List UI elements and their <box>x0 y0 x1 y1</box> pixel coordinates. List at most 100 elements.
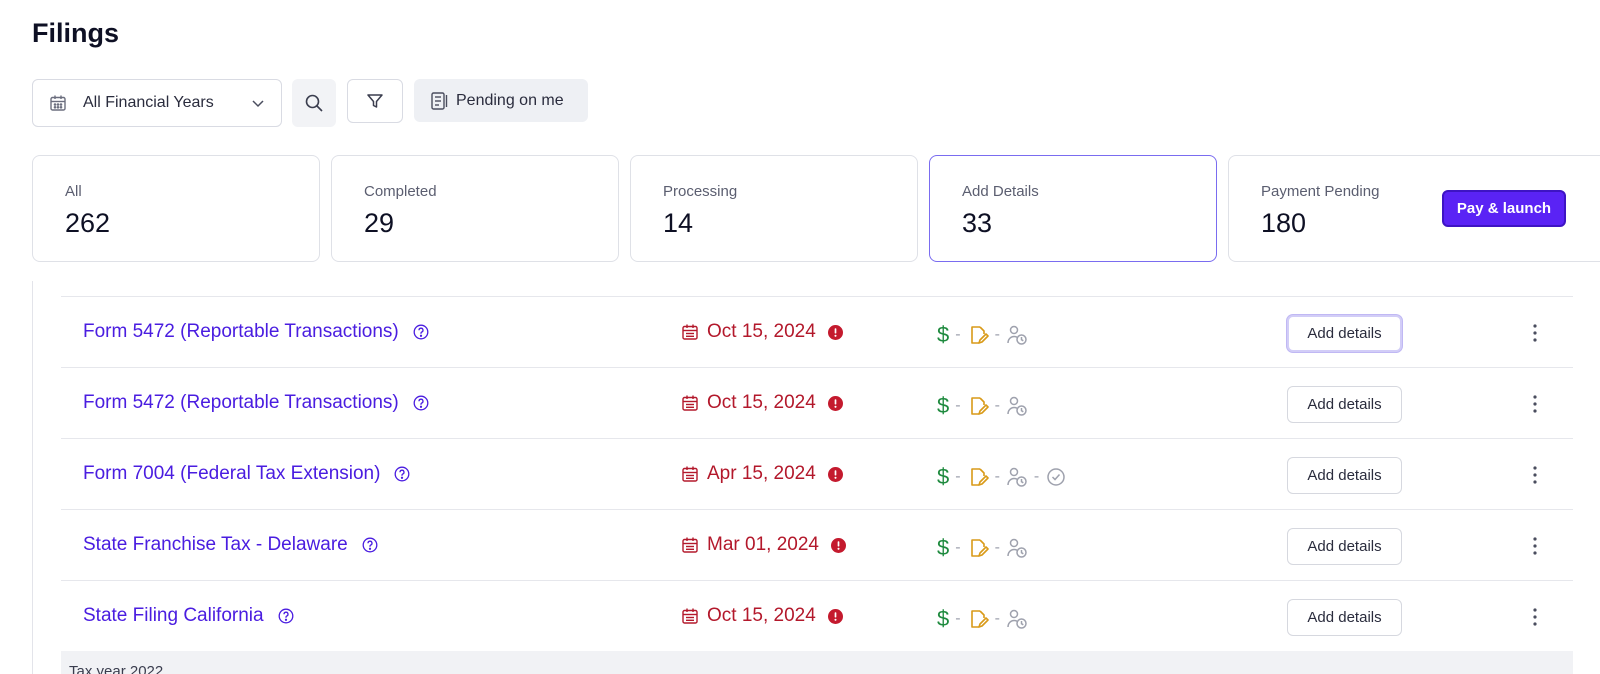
due-date-value: Apr 15, 2024 <box>707 463 816 484</box>
alert-icon <box>830 537 846 553</box>
table-row: Form 5472 (Reportable Transactions) Oct … <box>61 296 1573 367</box>
due-date: Oct 15, 2024 <box>681 605 843 627</box>
calendar-icon <box>682 395 698 411</box>
due-date-value: Oct 15, 2024 <box>707 321 816 342</box>
due-date: Oct 15, 2024 <box>681 392 843 414</box>
user-clock-icon <box>1007 467 1027 487</box>
stat-value: 29 <box>364 208 395 238</box>
add-details-button[interactable]: Add details <box>1287 599 1402 636</box>
pending-on-me-button[interactable]: Pending on me <box>414 79 588 122</box>
filing-name: State Franchise Tax - Delaware <box>83 534 348 555</box>
alert-icon <box>827 324 843 340</box>
due-date-value: Oct 15, 2024 <box>707 605 816 626</box>
document-edit-icon <box>970 397 989 415</box>
document-edit-icon <box>970 539 989 557</box>
due-date-value: Oct 15, 2024 <box>707 392 816 413</box>
stat-value: 262 <box>65 208 111 238</box>
help-icon[interactable] <box>413 324 429 340</box>
payment-status-icon: $ <box>937 606 950 631</box>
step-separator: - <box>994 468 1000 485</box>
stat-card-all[interactable]: All 262 <box>32 155 320 262</box>
due-date: Oct 15, 2024 <box>681 321 843 343</box>
payment-status-icon: $ <box>937 393 950 418</box>
table-row: State Filing California Oct 15, 2024 $ -… <box>61 580 1573 651</box>
filing-name-link[interactable]: Form 5472 (Reportable Transactions) <box>83 392 429 414</box>
add-details-button[interactable]: Add details <box>1287 528 1402 565</box>
document-edit-icon <box>970 610 989 628</box>
step-separator: - <box>994 539 1000 556</box>
alert-icon <box>827 395 843 411</box>
stat-label: Payment Pending <box>1261 183 1380 200</box>
due-date: Mar 01, 2024 <box>681 534 846 556</box>
more-vertical-icon[interactable] <box>1529 532 1541 560</box>
calendar-icon <box>682 466 698 482</box>
pending-on-me-label: Pending on me <box>456 91 564 109</box>
step-separator: - <box>994 610 1000 627</box>
page-title: Filings <box>32 18 119 48</box>
add-details-button[interactable]: Add details <box>1287 315 1402 352</box>
step-separator: - <box>1033 468 1040 485</box>
filter-button[interactable] <box>347 79 403 123</box>
stat-value: 14 <box>663 208 694 238</box>
filings-table: Form 5472 (Reportable Transactions) Oct … <box>32 281 1600 674</box>
filing-status-steps: $ - - <box>937 322 1028 348</box>
more-vertical-icon[interactable] <box>1529 461 1541 489</box>
stat-label: Processing <box>663 183 738 200</box>
filings-rows: Form 5472 (Reportable Transactions) Oct … <box>61 296 1573 651</box>
due-date-value: Mar 01, 2024 <box>707 534 819 555</box>
user-clock-icon <box>1007 325 1027 345</box>
step-separator: - <box>994 397 1000 414</box>
user-clock-icon <box>1007 396 1027 416</box>
add-details-button[interactable]: Add details <box>1287 457 1402 494</box>
payment-status-icon: $ <box>937 464 950 489</box>
search-button[interactable] <box>292 79 336 127</box>
more-vertical-icon[interactable] <box>1529 390 1541 418</box>
filing-name-link[interactable]: Form 5472 (Reportable Transactions) <box>83 321 429 343</box>
filter-icon <box>367 94 383 108</box>
group-header-tax-year[interactable]: Tax year 2022 <box>61 651 1573 674</box>
stat-card-completed[interactable]: Completed 29 <box>331 155 619 262</box>
stat-label: Completed <box>364 183 437 200</box>
filing-name-link[interactable]: Form 7004 (Federal Tax Extension) <box>83 463 410 485</box>
payment-status-icon: $ <box>937 535 950 560</box>
help-icon[interactable] <box>394 466 410 482</box>
filing-status-steps: $ - - <box>937 606 1028 632</box>
stat-card-add-details[interactable]: Add Details 33 <box>929 155 1217 262</box>
pay-and-launch-button[interactable]: Pay & launch <box>1442 190 1566 227</box>
stat-value: 180 <box>1261 208 1307 238</box>
user-clock-icon <box>1007 538 1027 558</box>
check-circle-icon <box>1047 468 1065 486</box>
filing-name: State Filing California <box>83 605 264 626</box>
table-row: State Franchise Tax - Delaware Mar 01, 2… <box>61 509 1573 580</box>
calendar-icon <box>682 608 698 624</box>
search-icon <box>305 94 323 112</box>
step-separator: - <box>955 539 961 556</box>
alert-icon <box>827 466 843 482</box>
add-details-button[interactable]: Add details <box>1287 386 1402 423</box>
filing-name: Form 7004 (Federal Tax Extension) <box>83 463 381 484</box>
filing-name: Form 5472 (Reportable Transactions) <box>83 321 399 342</box>
filing-name-link[interactable]: State Filing California <box>83 605 294 627</box>
table-row: Form 5472 (Reportable Transactions) Oct … <box>61 367 1573 438</box>
checklist-icon <box>431 91 448 110</box>
calendar-icon <box>50 95 66 111</box>
document-edit-icon <box>970 468 989 486</box>
more-vertical-icon[interactable] <box>1529 603 1541 631</box>
due-date: Apr 15, 2024 <box>681 463 843 485</box>
financial-year-value: All Financial Years <box>83 94 214 111</box>
calendar-icon <box>682 324 698 340</box>
help-icon[interactable] <box>413 395 429 411</box>
stat-card-processing[interactable]: Processing 14 <box>630 155 918 262</box>
step-separator: - <box>955 397 961 414</box>
help-icon[interactable] <box>362 537 378 553</box>
filing-status-steps: $ - - - <box>937 464 1067 490</box>
help-icon[interactable] <box>278 608 294 624</box>
step-separator: - <box>994 326 1000 343</box>
stat-label: All <box>65 183 82 200</box>
filing-name-link[interactable]: State Franchise Tax - Delaware <box>83 534 378 556</box>
step-separator: - <box>955 610 961 627</box>
payment-status-icon: $ <box>937 322 950 347</box>
more-vertical-icon[interactable] <box>1529 319 1541 347</box>
chevron-down-icon <box>252 100 264 108</box>
financial-year-select[interactable]: All Financial Years <box>32 79 282 127</box>
